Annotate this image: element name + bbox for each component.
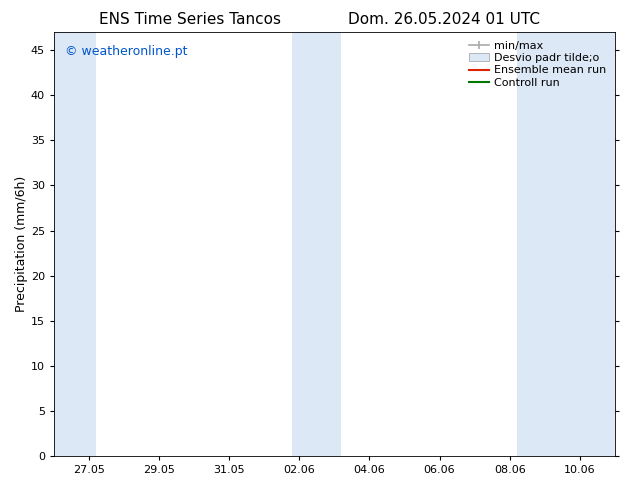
- Text: ENS Time Series Tancos: ENS Time Series Tancos: [99, 12, 281, 27]
- Y-axis label: Precipitation (mm/6h): Precipitation (mm/6h): [15, 176, 28, 312]
- Text: © weatheronline.pt: © weatheronline.pt: [65, 45, 188, 58]
- Bar: [54, 32, 96, 456]
- Bar: [517, 32, 615, 456]
- Bar: [292, 32, 341, 456]
- Legend: min/max, Desvio padr tilde;o, Ensemble mean run, Controll run: min/max, Desvio padr tilde;o, Ensemble m…: [466, 38, 609, 91]
- Text: Dom. 26.05.2024 01 UTC: Dom. 26.05.2024 01 UTC: [348, 12, 540, 27]
